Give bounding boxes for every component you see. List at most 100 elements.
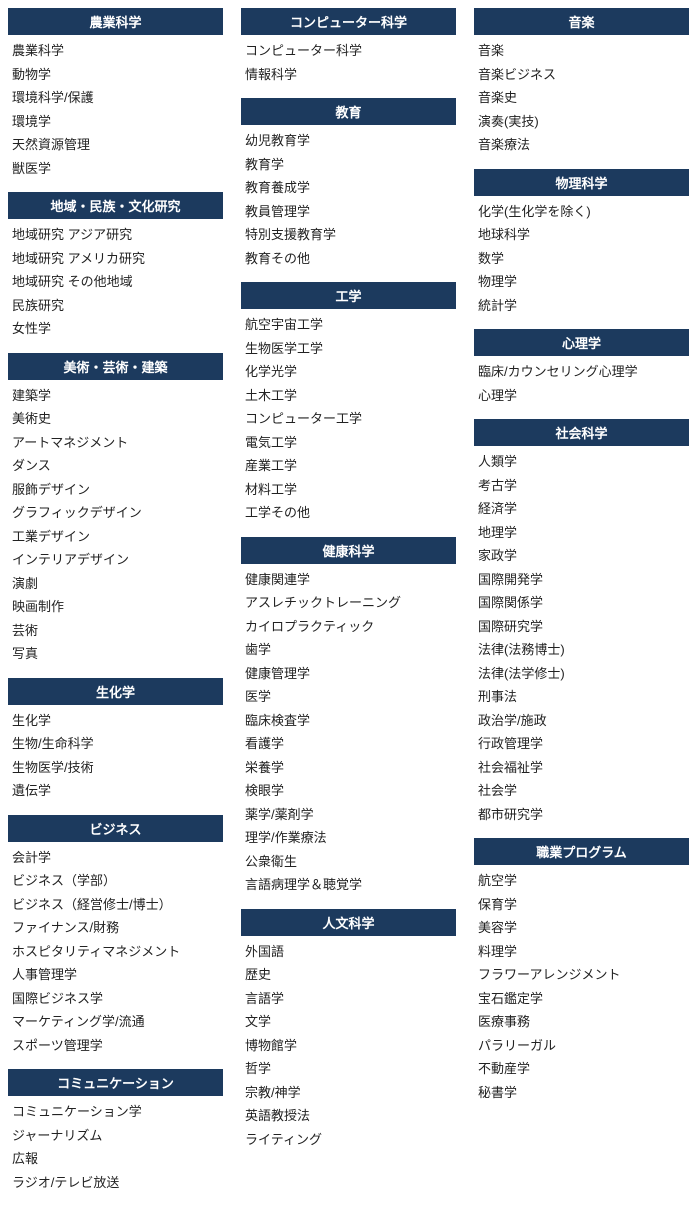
category-item[interactable]: 幼児教育学 bbox=[241, 129, 456, 153]
category-item[interactable]: 民族研究 bbox=[8, 294, 223, 318]
category-item[interactable]: 料理学 bbox=[474, 940, 689, 964]
category-item[interactable]: 工学その他 bbox=[241, 501, 456, 525]
category-item[interactable]: 化学(生化学を除く) bbox=[474, 200, 689, 224]
category-item[interactable]: アスレチックトレーニング bbox=[241, 591, 456, 615]
category-item[interactable]: 宗教/神学 bbox=[241, 1081, 456, 1105]
category-item[interactable]: ジャーナリズム bbox=[8, 1124, 223, 1148]
category-item[interactable]: 環境学 bbox=[8, 110, 223, 134]
category-item[interactable]: 化学光学 bbox=[241, 360, 456, 384]
category-item[interactable]: 土木工学 bbox=[241, 384, 456, 408]
category-item[interactable]: ライティング bbox=[241, 1128, 456, 1152]
category-item[interactable]: 特別支援教育学 bbox=[241, 223, 456, 247]
category-item[interactable]: 医療事務 bbox=[474, 1010, 689, 1034]
category-item[interactable]: 教育学 bbox=[241, 153, 456, 177]
category-item[interactable]: 臨床/カウンセリング心理学 bbox=[474, 360, 689, 384]
category-item[interactable]: ビジネス（学部） bbox=[8, 869, 223, 893]
category-item[interactable]: 看護学 bbox=[241, 732, 456, 756]
category-item[interactable]: 言語学 bbox=[241, 987, 456, 1011]
category-item[interactable]: 情報科学 bbox=[241, 63, 456, 87]
category-item[interactable]: 宝石鑑定学 bbox=[474, 987, 689, 1011]
category-item[interactable]: 材料工学 bbox=[241, 478, 456, 502]
category-item[interactable]: 音楽史 bbox=[474, 86, 689, 110]
category-item[interactable]: 保育学 bbox=[474, 893, 689, 917]
category-item[interactable]: 会計学 bbox=[8, 846, 223, 870]
category-item[interactable]: 不動産学 bbox=[474, 1057, 689, 1081]
category-item[interactable]: 美容学 bbox=[474, 916, 689, 940]
category-item[interactable]: 地域研究 アジア研究 bbox=[8, 223, 223, 247]
category-item[interactable]: コミュニケーション学 bbox=[8, 1100, 223, 1124]
category-item[interactable]: 服飾デザイン bbox=[8, 478, 223, 502]
category-item[interactable]: 都市研究学 bbox=[474, 803, 689, 827]
category-item[interactable]: ダンス bbox=[8, 454, 223, 478]
category-item[interactable]: 健康管理学 bbox=[241, 662, 456, 686]
category-item[interactable]: 生物医学/技術 bbox=[8, 756, 223, 780]
category-item[interactable]: 国際ビジネス学 bbox=[8, 987, 223, 1011]
category-item[interactable]: 物理学 bbox=[474, 270, 689, 294]
category-item[interactable]: 演奏(実技) bbox=[474, 110, 689, 134]
category-item[interactable]: 心理学 bbox=[474, 384, 689, 408]
category-item[interactable]: 女性学 bbox=[8, 317, 223, 341]
category-item[interactable]: 産業工学 bbox=[241, 454, 456, 478]
category-item[interactable]: コンピューター工学 bbox=[241, 407, 456, 431]
category-item[interactable]: 電気工学 bbox=[241, 431, 456, 455]
category-item[interactable]: 教員管理学 bbox=[241, 200, 456, 224]
category-item[interactable]: 農業科学 bbox=[8, 39, 223, 63]
category-item[interactable]: 環境科学/保護 bbox=[8, 86, 223, 110]
category-item[interactable]: 臨床検査学 bbox=[241, 709, 456, 733]
category-item[interactable]: 演劇 bbox=[8, 572, 223, 596]
category-item[interactable]: 検眼学 bbox=[241, 779, 456, 803]
category-item[interactable]: 英語教授法 bbox=[241, 1104, 456, 1128]
category-item[interactable]: 秘書学 bbox=[474, 1081, 689, 1105]
category-item[interactable]: 音楽 bbox=[474, 39, 689, 63]
category-item[interactable]: 国際開発学 bbox=[474, 568, 689, 592]
category-item[interactable]: 経済学 bbox=[474, 497, 689, 521]
category-item[interactable]: 公衆衛生 bbox=[241, 850, 456, 874]
category-item[interactable]: 統計学 bbox=[474, 294, 689, 318]
category-item[interactable]: カイロプラクティック bbox=[241, 615, 456, 639]
category-item[interactable]: ラジオ/テレビ放送 bbox=[8, 1171, 223, 1195]
category-item[interactable]: フラワーアレンジメント bbox=[474, 963, 689, 987]
category-item[interactable]: 数学 bbox=[474, 247, 689, 271]
category-item[interactable]: 建築学 bbox=[8, 384, 223, 408]
category-item[interactable]: マーケティング学/流通 bbox=[8, 1010, 223, 1034]
category-item[interactable]: グラフィックデザイン bbox=[8, 501, 223, 525]
category-item[interactable]: 動物学 bbox=[8, 63, 223, 87]
category-item[interactable]: 写真 bbox=[8, 642, 223, 666]
category-item[interactable]: 音楽ビジネス bbox=[474, 63, 689, 87]
category-item[interactable]: 理学/作業療法 bbox=[241, 826, 456, 850]
category-item[interactable]: 薬学/薬剤学 bbox=[241, 803, 456, 827]
category-item[interactable]: 刑事法 bbox=[474, 685, 689, 709]
category-item[interactable]: スポーツ管理学 bbox=[8, 1034, 223, 1058]
category-item[interactable]: 教育その他 bbox=[241, 247, 456, 271]
category-item[interactable]: 医学 bbox=[241, 685, 456, 709]
category-item[interactable]: 考古学 bbox=[474, 474, 689, 498]
category-item[interactable]: 博物館学 bbox=[241, 1034, 456, 1058]
category-item[interactable]: パラリーガル bbox=[474, 1034, 689, 1058]
category-item[interactable]: 芸術 bbox=[8, 619, 223, 643]
category-item[interactable]: 政治学/施政 bbox=[474, 709, 689, 733]
category-item[interactable]: 人類学 bbox=[474, 450, 689, 474]
category-item[interactable]: 遺伝学 bbox=[8, 779, 223, 803]
category-item[interactable]: 歯学 bbox=[241, 638, 456, 662]
category-item[interactable]: 教育養成学 bbox=[241, 176, 456, 200]
category-item[interactable]: 健康関連学 bbox=[241, 568, 456, 592]
category-item[interactable]: 生物医学工学 bbox=[241, 337, 456, 361]
category-item[interactable]: 行政管理学 bbox=[474, 732, 689, 756]
category-item[interactable]: 家政学 bbox=[474, 544, 689, 568]
category-item[interactable]: 人事管理学 bbox=[8, 963, 223, 987]
category-item[interactable]: 哲学 bbox=[241, 1057, 456, 1081]
category-item[interactable]: 国際関係学 bbox=[474, 591, 689, 615]
category-item[interactable]: 美術史 bbox=[8, 407, 223, 431]
category-item[interactable]: 地域研究 アメリカ研究 bbox=[8, 247, 223, 271]
category-item[interactable]: アートマネジメント bbox=[8, 431, 223, 455]
category-item[interactable]: 法律(法務博士) bbox=[474, 638, 689, 662]
category-item[interactable]: 歴史 bbox=[241, 963, 456, 987]
category-item[interactable]: 航空宇宙工学 bbox=[241, 313, 456, 337]
category-item[interactable]: 社会学 bbox=[474, 779, 689, 803]
category-item[interactable]: 文学 bbox=[241, 1010, 456, 1034]
category-item[interactable]: 栄養学 bbox=[241, 756, 456, 780]
category-item[interactable]: ビジネス（経営修士/博士） bbox=[8, 893, 223, 917]
category-item[interactable]: 工業デザイン bbox=[8, 525, 223, 549]
category-item[interactable]: インテリアデザイン bbox=[8, 548, 223, 572]
category-item[interactable]: 航空学 bbox=[474, 869, 689, 893]
